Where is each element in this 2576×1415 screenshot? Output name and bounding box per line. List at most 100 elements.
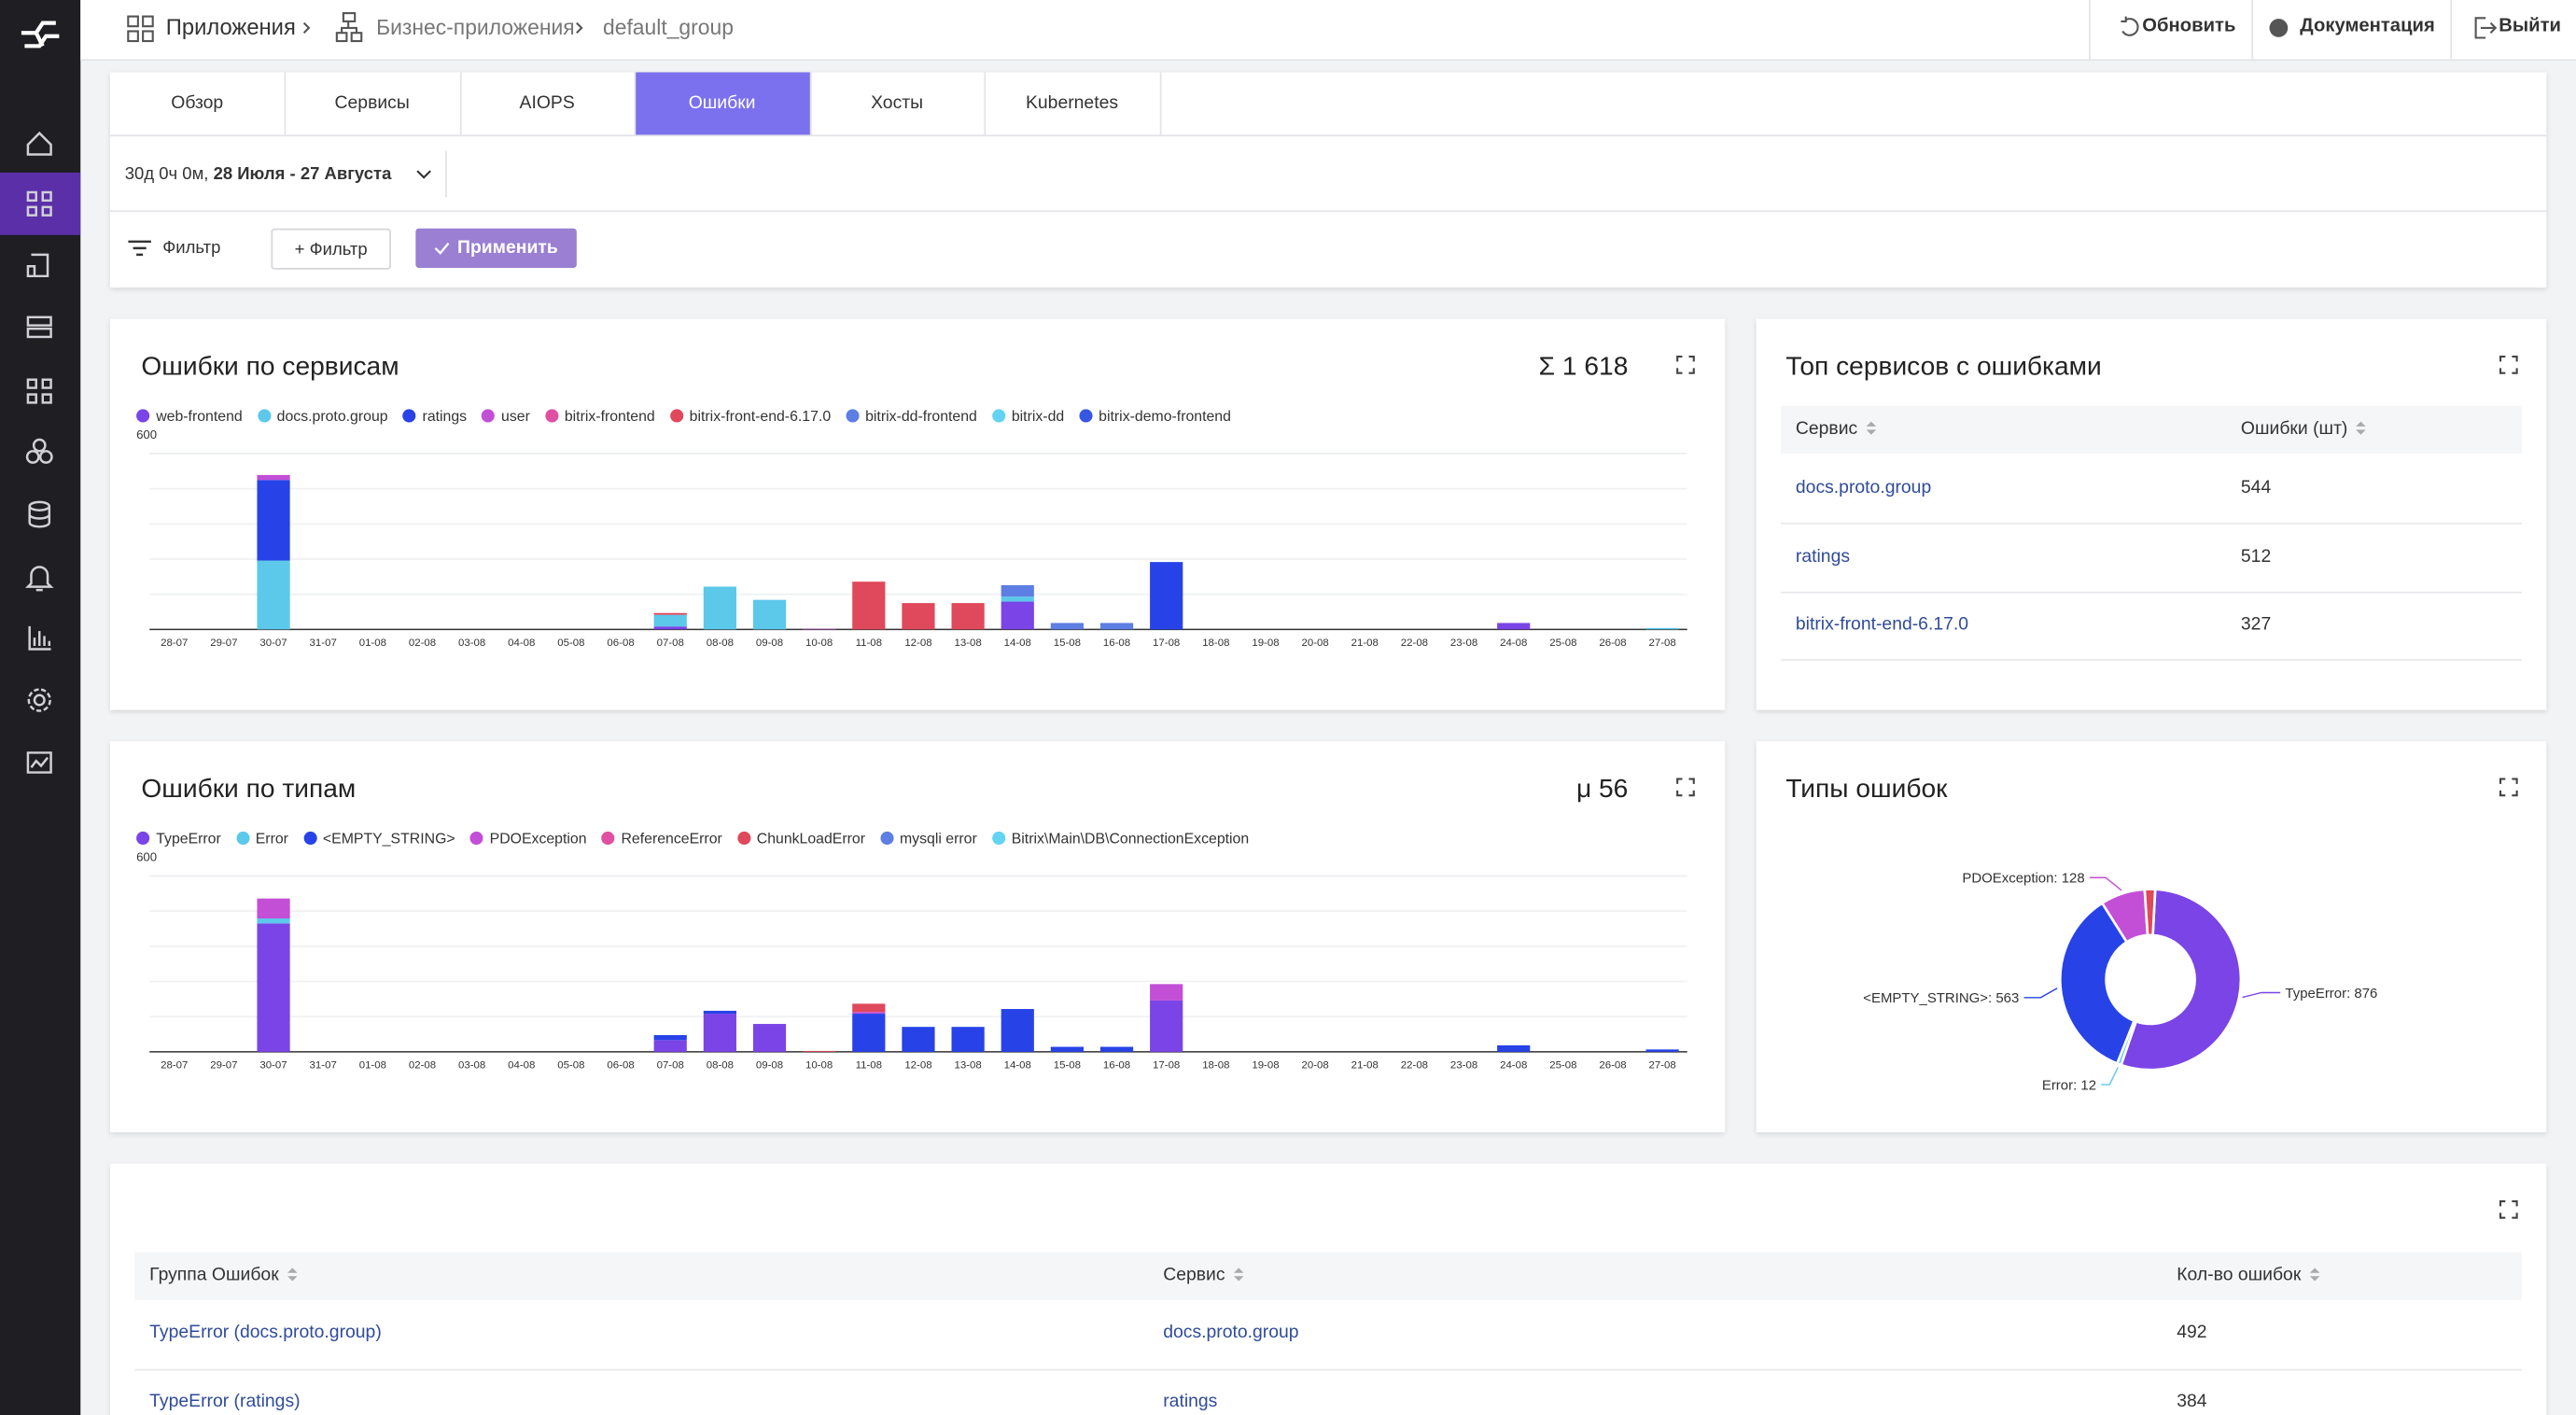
bar-segment [703, 586, 736, 630]
error-groups-card: Группа Ошибок Сервис Кол-во ошибок TypeE… [109, 1163, 2547, 1415]
x-tick-label: 04-08 [508, 1059, 535, 1071]
legend-label: mysqli error [899, 830, 977, 847]
column-header[interactable]: Кол-во ошибок [2177, 1267, 2319, 1285]
tab[interactable]: Ошибки [635, 72, 811, 135]
nav-monitor[interactable] [26, 751, 52, 774]
nav-home[interactable] [26, 131, 52, 156]
x-tick-label: 09-08 [756, 1059, 783, 1071]
chart-title: Ошибки по типам [141, 776, 357, 805]
bar-segment [703, 1014, 736, 1052]
bar-segment [852, 581, 886, 630]
legend-item[interactable]: bitrix-frontend [544, 407, 655, 425]
tab[interactable]: Обзор [110, 72, 287, 135]
y-tick-label: 600 [136, 850, 157, 864]
check-icon [435, 242, 451, 255]
nav-docs[interactable] [26, 253, 49, 278]
logo[interactable] [21, 21, 60, 49]
legend-item[interactable]: bitrix-dd [991, 408, 1064, 424]
legend-item[interactable]: docs.proto.group [257, 408, 388, 424]
legend-swatch [136, 409, 150, 423]
error-group-link[interactable]: TypeError (ratings) [149, 1392, 301, 1412]
x-tick-label: 29-07 [210, 637, 237, 649]
legend-label: <EMPTY_STRING> [322, 830, 455, 847]
x-tick-label: 18-08 [1202, 637, 1229, 649]
legend-item[interactable]: TypeError [136, 830, 221, 847]
apply-button[interactable]: Применить [415, 228, 577, 269]
x-tick-label: 14-08 [1004, 637, 1031, 649]
legend-item[interactable]: PDOException [469, 830, 587, 847]
leader-line [2101, 1067, 2119, 1086]
nav-modules[interactable] [26, 378, 52, 404]
service-link[interactable]: docs.proto.group [1795, 478, 1932, 498]
legend-label: bitrix-dd-frontend [865, 407, 977, 425]
legend-item[interactable]: bitrix-demo-frontend [1079, 408, 1231, 424]
bar-segment [1001, 596, 1034, 602]
nav-servers[interactable] [26, 315, 52, 339]
legend-item[interactable]: Error [235, 830, 288, 847]
service-link[interactable]: ratings [1163, 1392, 1218, 1412]
column-label: Группа Ошибок [149, 1265, 279, 1285]
x-tick-label: 19-08 [1252, 1059, 1279, 1071]
docs-button[interactable]: Документация [2300, 16, 2435, 36]
card-title: Топ сервисов с ошибками [1785, 353, 2102, 382]
breadcrumb[interactable]: Бизнес-приложения [376, 14, 575, 40]
x-tick-label: 03-08 [458, 1059, 485, 1071]
legend-label: ChunkLoadError [756, 830, 866, 847]
legend-label: user [501, 407, 530, 425]
x-tick-label: 31-07 [310, 1059, 337, 1071]
period-picker[interactable]: 30д 0ч 0м, 28 Июля - 27 Августа [125, 165, 392, 183]
column-header[interactable]: Ошибки (шт) [2241, 420, 2366, 439]
x-tick-label: 01-08 [359, 637, 386, 649]
legend-swatch [736, 831, 750, 846]
column-header[interactable]: Сервис [1796, 420, 1876, 439]
breadcrumb[interactable]: Приложения [165, 14, 296, 40]
chart-summary: μ 56 [1575, 776, 1629, 805]
nav-cluster[interactable] [25, 438, 53, 464]
bar-segment [257, 918, 290, 924]
legend-item[interactable]: <EMPTY_STRING> [302, 830, 455, 847]
legend-label: Error [255, 830, 288, 847]
nav-db[interactable] [28, 500, 51, 528]
filter-panel: Обзор Сервисы AIOPS Ошибки Хосты Kubernetes 3… [109, 72, 2547, 288]
legend-item[interactable]: user [481, 407, 530, 425]
nav-apps[interactable] [26, 190, 52, 217]
active-nav [0, 172, 81, 235]
error-count: 544 [2240, 478, 2272, 498]
x-tick-label: 27-08 [1649, 1059, 1676, 1071]
column-header[interactable]: Сервис [1163, 1267, 1243, 1285]
logout-button[interactable]: Выйти [2499, 16, 2561, 36]
add-filter-button[interactable]: + Фильтр [271, 228, 391, 270]
legend-item[interactable]: ratings [402, 408, 467, 424]
legend-swatch [601, 831, 615, 846]
legend-item[interactable]: bitrix-dd-frontend [845, 407, 977, 425]
x-tick-label: 20-08 [1301, 637, 1328, 649]
error-group-link[interactable]: TypeError (docs.proto.group) [149, 1323, 382, 1343]
divider [109, 210, 2547, 213]
legend-item[interactable]: web-frontend [136, 408, 243, 424]
nav-settings[interactable] [27, 688, 51, 712]
refresh-button[interactable]: Обновить [2142, 16, 2236, 36]
filter-label: Фильтр [162, 238, 221, 259]
tab[interactable]: Kubernetes [985, 72, 1161, 135]
x-tick-label: 11-08 [856, 1059, 882, 1071]
x-tick-label: 31-07 [310, 637, 337, 649]
tab[interactable]: AIOPS [460, 72, 637, 135]
service-link[interactable]: ratings [1795, 546, 1851, 567]
legend-item[interactable]: mysqli error [879, 830, 977, 847]
column-header[interactable]: Группа Ошибок [149, 1265, 298, 1285]
tab[interactable]: Сервисы [285, 72, 461, 135]
x-tick-label: 26-08 [1599, 1059, 1626, 1071]
legend-item[interactable]: bitrix-front-end-6.17.0 [669, 408, 831, 424]
nav-metrics[interactable] [28, 625, 51, 651]
service-link[interactable]: bitrix-front-end-6.17.0 [1795, 614, 1969, 635]
legend-item[interactable]: ReferenceError [601, 830, 722, 847]
legend-label: bitrix-frontend [564, 407, 655, 425]
table-row: bitrix-front-end-6.17.0 327 [1781, 592, 2522, 661]
service-link[interactable]: docs.proto.group [1163, 1323, 1299, 1343]
nav-alerts[interactable] [24, 566, 54, 592]
legend-item[interactable]: ChunkLoadError [736, 830, 866, 847]
x-tick-label: 21-08 [1351, 1059, 1379, 1071]
tab[interactable]: Хосты [810, 72, 987, 135]
bar-segment [653, 612, 687, 615]
legend-item[interactable]: Bitrix\Main\DB\ConnectionException [991, 830, 1249, 847]
